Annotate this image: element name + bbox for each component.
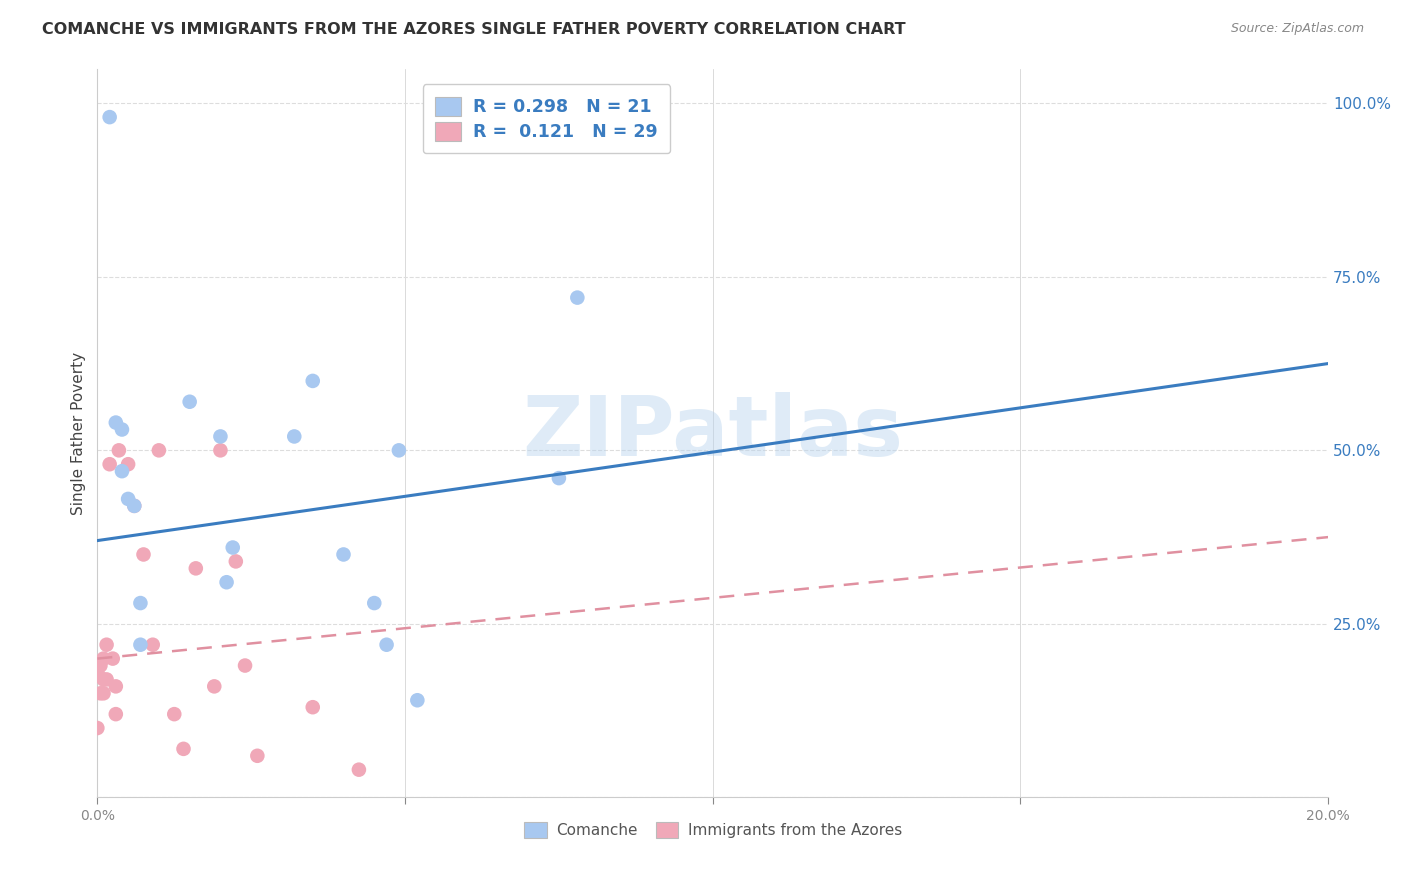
Point — [215, 575, 238, 590]
Point — [548, 471, 571, 485]
Point — [332, 548, 354, 562]
Point — [117, 457, 139, 471]
Point — [89, 658, 111, 673]
Point — [301, 374, 323, 388]
Point — [129, 596, 152, 610]
Point — [98, 110, 121, 124]
Point — [209, 443, 232, 458]
Point — [233, 658, 256, 673]
Point — [132, 548, 155, 562]
Point — [86, 665, 108, 680]
Point — [388, 443, 411, 458]
Point — [98, 457, 121, 471]
Point — [173, 742, 195, 756]
Point — [129, 638, 152, 652]
Point — [108, 443, 131, 458]
Point — [209, 429, 232, 443]
Point — [375, 638, 398, 652]
Point — [111, 423, 134, 437]
Point — [567, 291, 589, 305]
Point — [104, 707, 127, 722]
Point — [124, 499, 146, 513]
Point — [283, 429, 305, 443]
Point — [363, 596, 385, 610]
Point — [184, 561, 207, 575]
Point — [96, 673, 118, 687]
Point — [96, 638, 118, 652]
Point — [163, 707, 186, 722]
Point — [93, 673, 115, 687]
Point — [124, 499, 146, 513]
Point — [89, 686, 111, 700]
Point — [179, 394, 201, 409]
Text: Source: ZipAtlas.com: Source: ZipAtlas.com — [1230, 22, 1364, 36]
Point — [104, 679, 127, 693]
Point — [301, 700, 323, 714]
Text: COMANCHE VS IMMIGRANTS FROM THE AZORES SINGLE FATHER POVERTY CORRELATION CHART: COMANCHE VS IMMIGRANTS FROM THE AZORES S… — [42, 22, 905, 37]
Point — [246, 748, 269, 763]
Point — [148, 443, 170, 458]
Point — [93, 686, 115, 700]
Point — [225, 554, 247, 568]
Point — [93, 651, 115, 665]
Point — [104, 416, 127, 430]
Point — [202, 679, 225, 693]
Y-axis label: Single Father Poverty: Single Father Poverty — [72, 351, 86, 515]
Point — [222, 541, 245, 555]
Point — [406, 693, 429, 707]
Point — [142, 638, 165, 652]
Point — [117, 491, 139, 506]
Point — [347, 763, 370, 777]
Text: ZIPatlas: ZIPatlas — [522, 392, 903, 474]
Point — [86, 721, 108, 735]
Legend: Comanche, Immigrants from the Azores: Comanche, Immigrants from the Azores — [517, 816, 908, 845]
Point — [101, 651, 124, 665]
Point — [111, 464, 134, 478]
